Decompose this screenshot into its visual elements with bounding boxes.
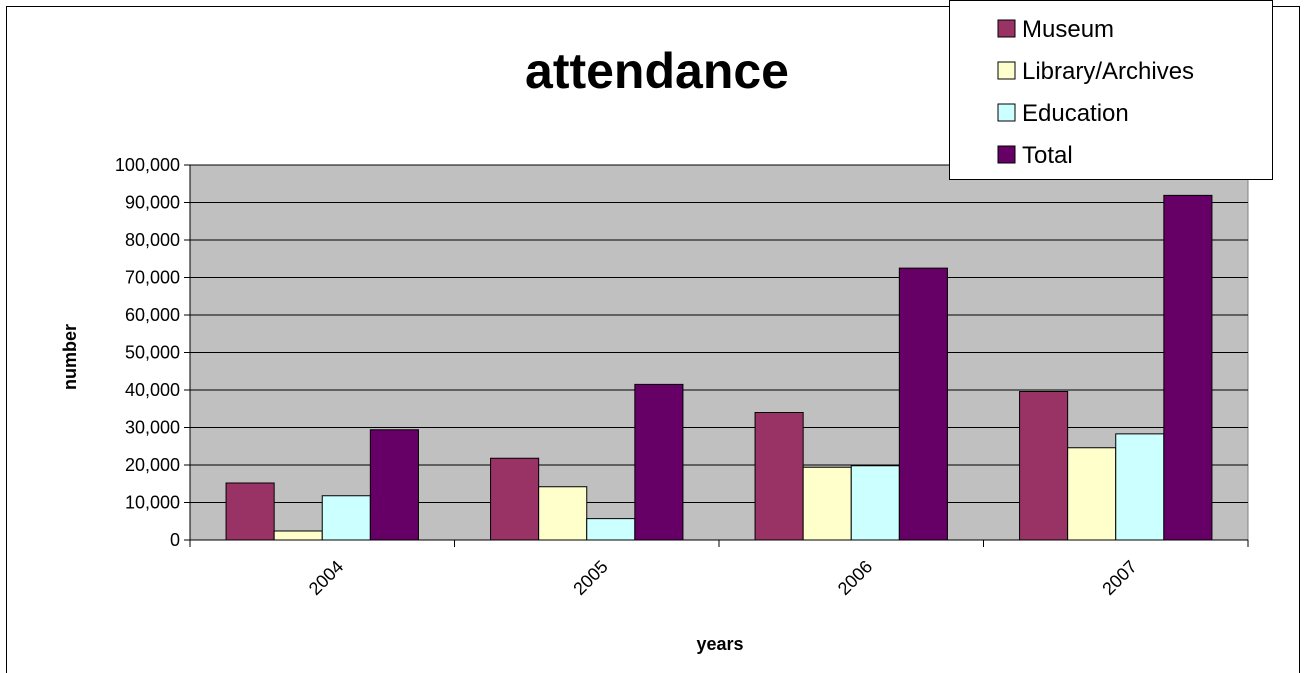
x-tick-label: 2004 [305,557,347,599]
bar-library-archives-2006 [802,466,852,541]
bar-total-2004 [369,429,419,541]
y-tick-label: 0 [170,530,180,550]
legend-swatch-education [997,103,1016,122]
bar-total-2007 [1163,194,1213,541]
y-tick-label: 40,000 [125,380,180,400]
x-tick-label: 2006 [834,557,876,599]
bar-total-2006 [898,267,948,541]
y-tick-label: 80,000 [125,230,180,250]
bar-education-2007 [1115,433,1165,541]
legend-swatch-total [997,145,1016,164]
x-tick-label: 2007 [1098,557,1140,599]
bar-library-archives-2007 [1067,447,1117,541]
bars [225,194,1213,541]
bar-museum-2007 [1019,391,1069,541]
bar-total-2005 [634,383,684,541]
y-tick-label: 90,000 [125,193,180,213]
x-tick-label: 2005 [569,557,611,599]
legend-swatch-library-archives [997,61,1016,80]
bar-education-2005 [586,518,636,541]
legend-label-total: Total [1022,142,1073,169]
y-axis-title: number [60,324,80,390]
bar-education-2006 [850,465,900,541]
bar-museum-2005 [490,457,540,541]
bar-library-archives-2004 [273,530,323,541]
legend-swatch-museum [997,19,1016,38]
y-tick-label: 20,000 [125,455,180,475]
y-tick-label: 100,000 [115,155,180,175]
x-axis-title: years [696,634,743,654]
y-tick-label: 60,000 [125,305,180,325]
bar-museum-2004 [225,482,275,541]
legend-label-education: Education [1022,100,1129,127]
y-tick-label: 10,000 [125,493,180,513]
y-tick-label: 30,000 [125,418,180,438]
bar-museum-2006 [754,412,804,541]
legend-label-museum: Museum [1022,16,1114,43]
chart-title: attendance [525,43,789,99]
legend: Museum Library/Archives Education Total [949,0,1273,180]
y-axis-ticks: 0 10,000 20,000 30,000 40,000 50,000 60,000 70,… [115,155,190,550]
legend-label-library-archives: Library/Archives [1022,58,1194,85]
bar-library-archives-2005 [538,486,588,541]
x-axis-ticks: 2004 2005 2006 2007 [189,540,1249,599]
y-tick-label: 50,000 [125,343,180,363]
bar-education-2004 [321,495,371,541]
y-tick-label: 70,000 [125,268,180,288]
